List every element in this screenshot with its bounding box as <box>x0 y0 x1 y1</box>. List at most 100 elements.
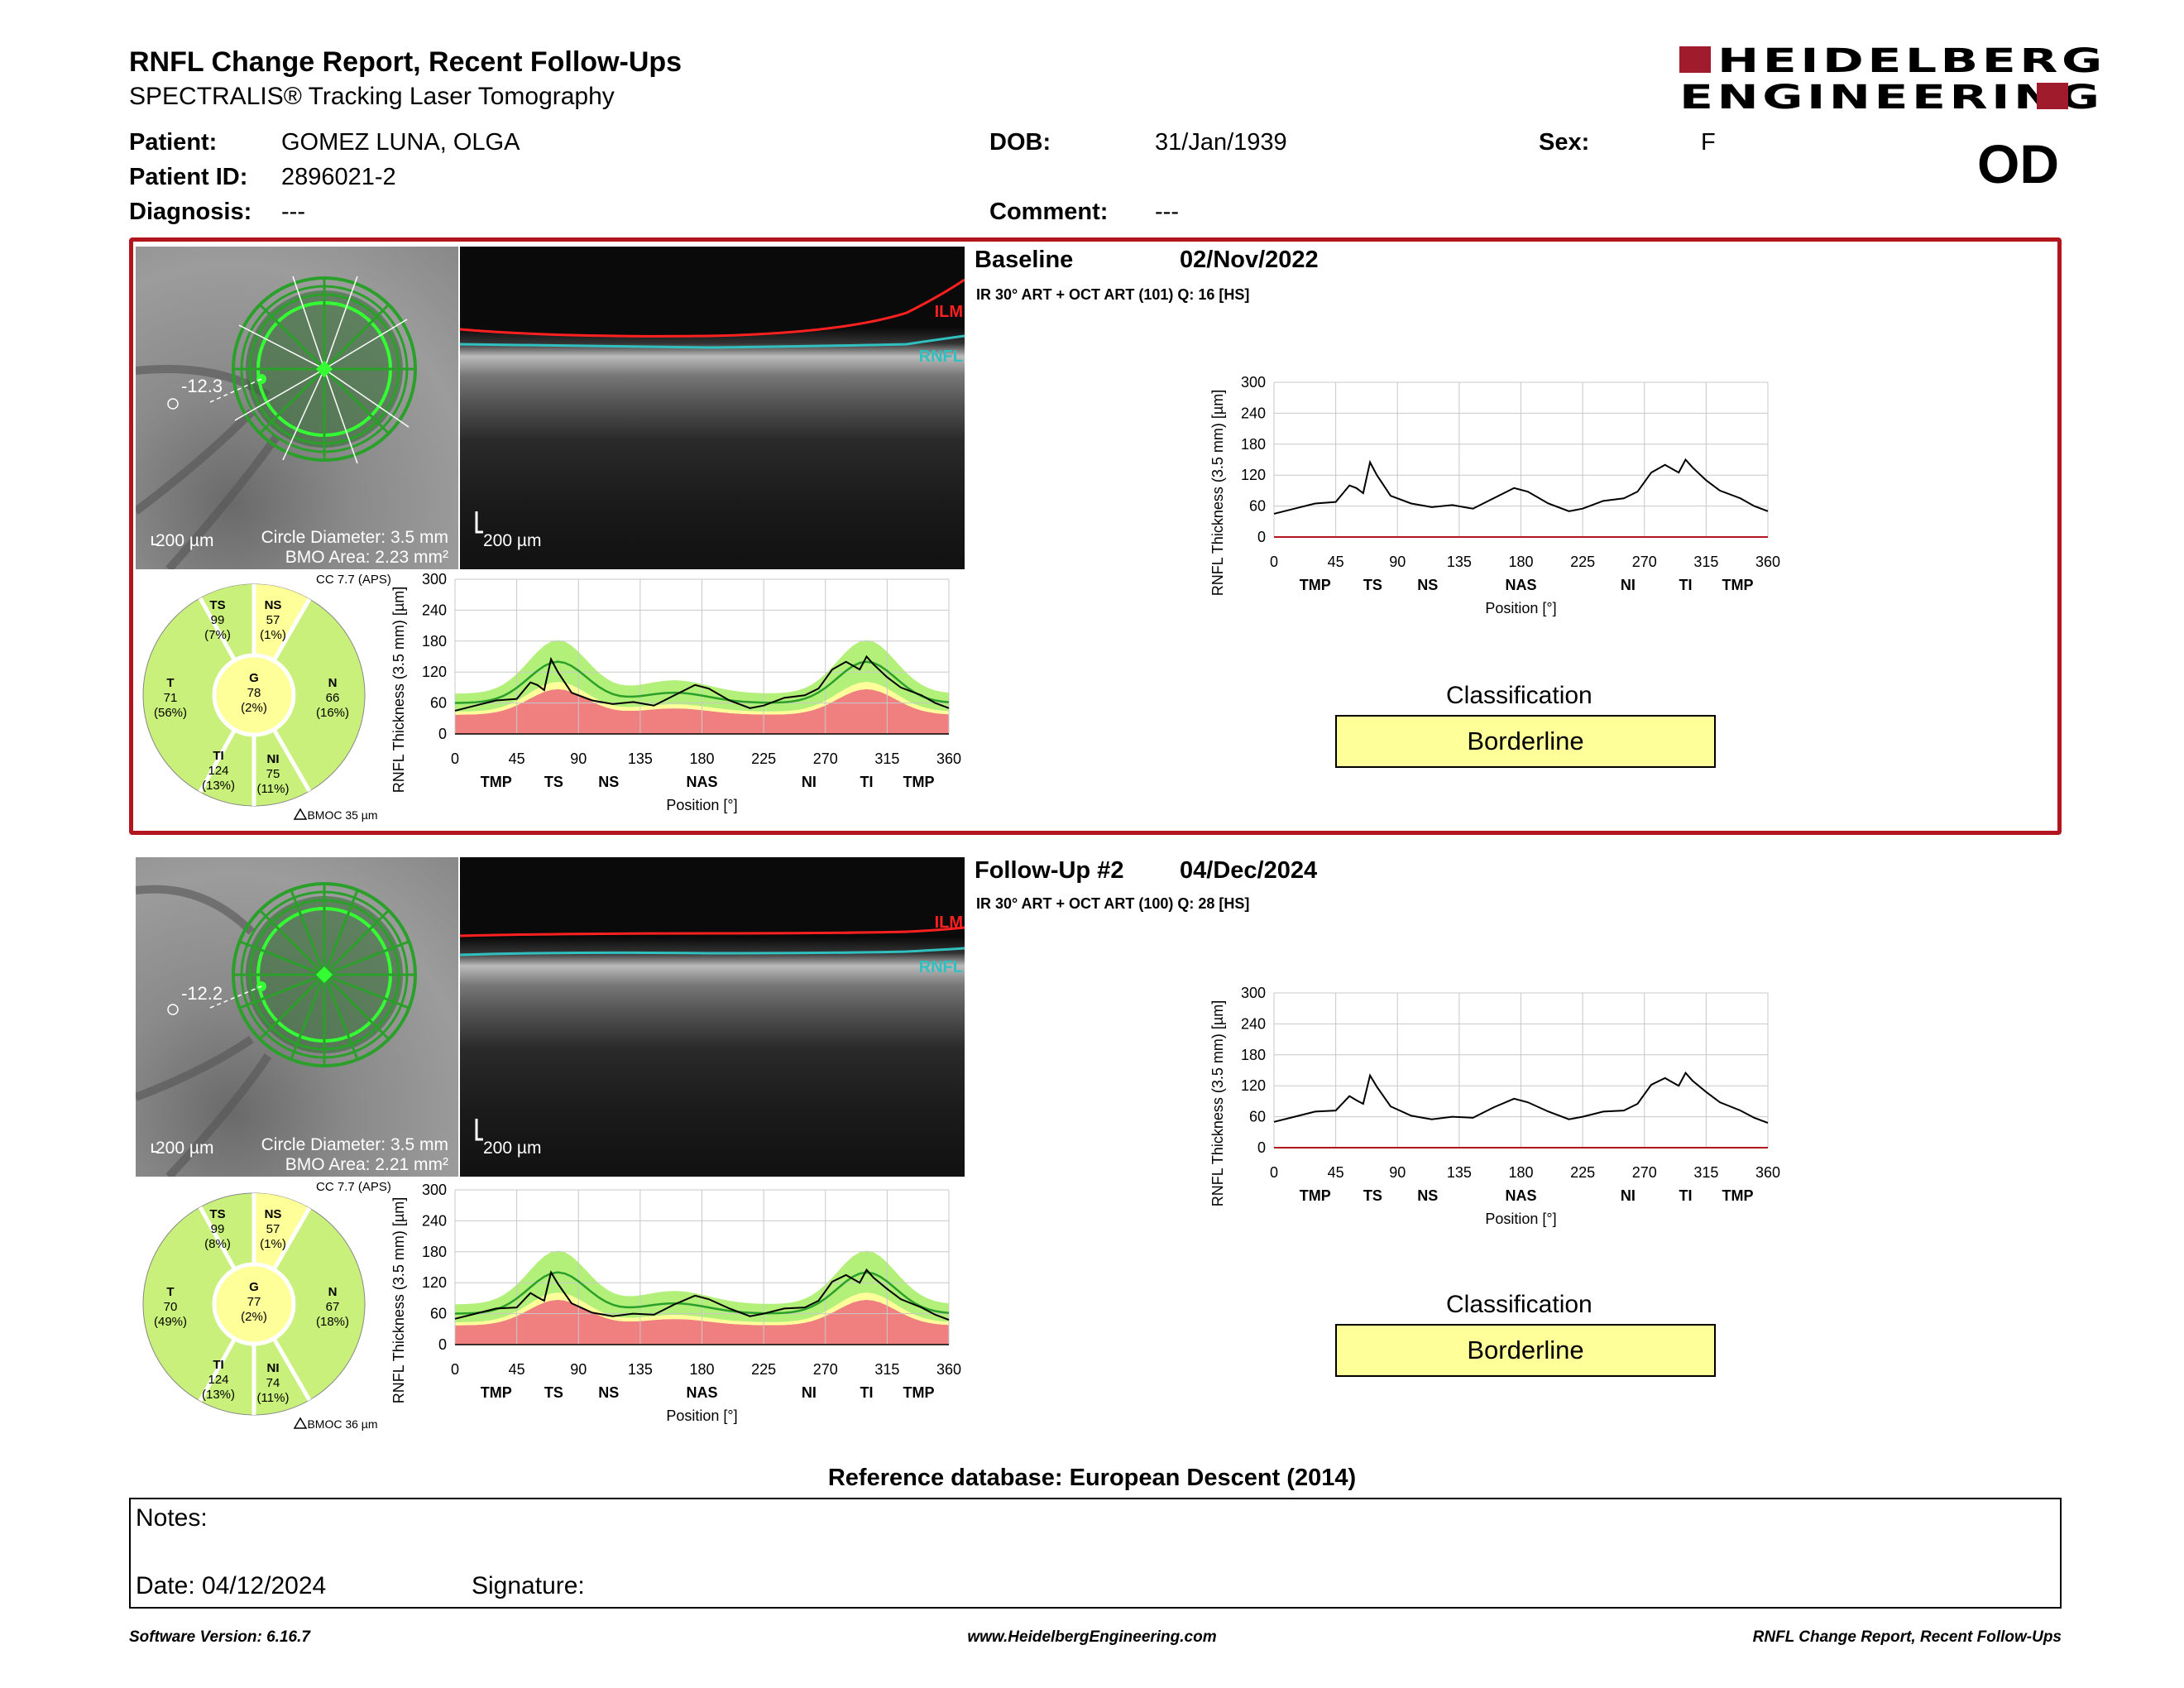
sector-label: TMP <box>903 774 935 790</box>
sector-label: TMP <box>903 1384 935 1401</box>
svg-text:70: 70 <box>164 1300 178 1314</box>
signature-label: Signature: <box>472 1572 585 1599</box>
x-tick-label: 315 <box>874 1361 899 1378</box>
followup-scan-info: IR 30° ART + OCT ART (100) Q: 28 [HS] <box>976 895 1250 912</box>
classification-badge-followup: Borderline <box>1335 1324 1716 1377</box>
y-tick-label: 120 <box>422 1274 447 1291</box>
bmo-area-baseline: BMO Area: 2.23 mm² <box>285 548 448 567</box>
website-link[interactable]: www.HeidelbergEngineering.com <box>967 1628 1217 1646</box>
svg-text:78: 78 <box>247 686 261 700</box>
svg-text:(49%): (49%) <box>154 1315 187 1329</box>
svg-text:74: 74 <box>266 1376 280 1390</box>
diagnosis-label: Diagnosis: <box>129 199 252 225</box>
comment-label: Comment: <box>989 199 1109 225</box>
y-tick-label: 240 <box>1241 1015 1266 1032</box>
x-tick-label: 45 <box>509 1361 525 1378</box>
classification-badge-baseline: Borderline <box>1335 715 1716 768</box>
svg-text:TI: TI <box>213 749 223 763</box>
cc-baseline: CC 7.7 (APS) <box>316 573 391 587</box>
svg-text:(7%): (7%) <box>204 628 231 642</box>
x-tick-label: 180 <box>1508 554 1533 570</box>
svg-text:(13%): (13%) <box>202 1388 235 1402</box>
sector-label: NS <box>1417 577 1438 593</box>
x-tick-label: 270 <box>813 1361 838 1378</box>
x-axis-label: Position [°] <box>666 1407 737 1424</box>
x-tick-label: 135 <box>628 750 653 767</box>
sector-label: NI <box>802 1384 817 1401</box>
report-title: RNFL Change Report, Recent Follow-Ups <box>129 46 682 78</box>
baseline-scan-info: IR 30° ART + OCT ART (101) Q: 16 [HS] <box>976 286 1250 303</box>
rnfl-thickness-line <box>1273 458 1769 515</box>
y-tick-label: 300 <box>422 573 447 587</box>
x-tick-label: 135 <box>628 1361 653 1378</box>
svg-text:(13%): (13%) <box>202 779 235 793</box>
y-tick-label: 60 <box>1249 1109 1266 1125</box>
rnfl-label-baseline: RNFL <box>918 348 963 366</box>
sector-label: TI <box>1679 577 1693 593</box>
eye-label: OD <box>1977 133 2059 194</box>
fundus-overlay-baseline: -12.3 <box>136 276 417 569</box>
x-tick-label: 90 <box>1389 1164 1406 1181</box>
y-tick-label: 240 <box>1241 405 1266 421</box>
y-axis-label: RNFL Thickness (3.5 mm) [µm] <box>1209 390 1226 596</box>
notes-label: Notes: <box>136 1504 208 1532</box>
rnfl-thickness-line <box>454 655 950 712</box>
svg-text:(16%): (16%) <box>316 706 349 720</box>
svg-text:67: 67 <box>326 1300 340 1314</box>
x-tick-label: 270 <box>813 750 838 767</box>
sector-label: TS <box>544 1384 563 1401</box>
x-tick-label: 225 <box>1570 1164 1595 1181</box>
sector-label: NI <box>1621 1187 1636 1204</box>
svg-text:99: 99 <box>211 613 225 627</box>
sector-label: TMP <box>1300 577 1331 593</box>
x-tick-label: 315 <box>1693 554 1718 570</box>
y-axis-label: RNFL Thickness (3.5 mm) [µm] <box>390 587 407 793</box>
ilm-line-baseline <box>460 278 965 338</box>
software-version: Software Version: 6.16.7 <box>129 1628 310 1646</box>
sector-chart-baseline: TS 99 (7%) NS 57 (1%) T 71 (56%) G 78 (2… <box>142 583 378 822</box>
notes-box[interactable]: Notes: Date: 04/12/2024 Signature: <box>129 1498 2062 1609</box>
oct-bscan-followup: ILM RNFL 200 µm <box>460 857 965 1177</box>
x-tick-label: 135 <box>1447 1164 1472 1181</box>
x-tick-label: 360 <box>936 1361 961 1378</box>
sector-label: TMP <box>1722 1187 1754 1204</box>
rnfl-label-followup: RNFL <box>918 958 963 976</box>
y-tick-label: 300 <box>422 1183 447 1198</box>
y-tick-label: 60 <box>1249 498 1266 515</box>
x-tick-label: 135 <box>1447 554 1472 570</box>
patient-name: GOMEZ LUNA, OLGA <box>281 129 520 156</box>
sector-label: NI <box>802 774 817 790</box>
y-tick-label: 120 <box>1241 467 1266 483</box>
svg-text:75: 75 <box>266 767 280 781</box>
y-tick-label: 120 <box>422 664 447 680</box>
x-tick-label: 0 <box>1270 554 1278 570</box>
reference-database: Reference database: European Descent (20… <box>827 1465 1357 1491</box>
svg-text:NS: NS <box>265 598 282 612</box>
svg-text:TS: TS <box>209 598 225 612</box>
svg-text:T: T <box>166 1285 174 1299</box>
y-axis-label: RNFL Thickness (3.5 mm) [µm] <box>1209 1000 1226 1206</box>
sector-label: NS <box>598 1384 619 1401</box>
svg-text:124: 124 <box>208 1373 228 1387</box>
sector-label: TI <box>1679 1187 1693 1204</box>
y-tick-label: 240 <box>422 602 447 618</box>
svg-text:NI: NI <box>267 1361 280 1375</box>
y-tick-label: 120 <box>1241 1077 1266 1094</box>
y-tick-label: 180 <box>1241 436 1266 453</box>
x-tick-label: 225 <box>1570 554 1595 570</box>
x-tick-label: 0 <box>451 1361 459 1378</box>
circle-diameter-baseline: Circle Diameter: 3.5 mm <box>261 528 448 547</box>
svg-text:NI: NI <box>267 752 280 766</box>
y-tick-label: 0 <box>1257 1139 1266 1156</box>
oct-scale-baseline: 200 µm <box>483 531 542 550</box>
fundus-angle-baseline: -12.3 <box>181 376 223 396</box>
svg-text:57: 57 <box>266 1222 280 1236</box>
y-tick-label: 180 <box>422 633 447 650</box>
normative-mean-line <box>454 1271 950 1315</box>
fundus-image-followup: -12.2 200 µm Circle Diameter: 3.5 mm BMO… <box>136 857 458 1177</box>
svg-text:TS: TS <box>209 1207 225 1221</box>
heidelberg-logo: HEIDELBERG ENGINEERING <box>1679 42 2106 117</box>
x-tick-label: 180 <box>689 1361 714 1378</box>
